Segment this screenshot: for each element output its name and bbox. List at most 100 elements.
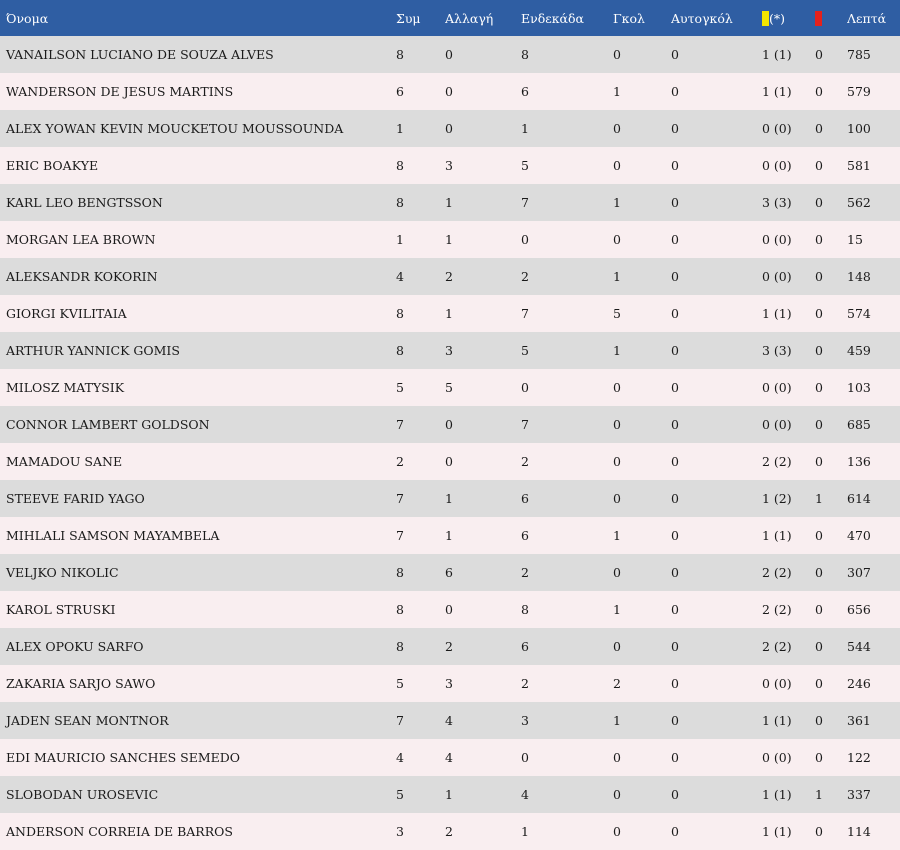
player-goals: 1 — [613, 602, 621, 617]
player-subs: 3 — [445, 343, 453, 358]
table-row[interactable]: EDI MAURICIO SANCHES SEMEDO 4 4 0 0 0 0 (0) 0 12… — [0, 739, 900, 776]
col-header-goals[interactable]: Γκολ — [613, 10, 645, 26]
player-apps: 7 — [396, 713, 404, 728]
player-goals: 1 — [613, 713, 621, 728]
table-row[interactable]: ZAKARIA SARJO SAWO 5 3 2 2 0 0 (0) 0 246 — [0, 665, 900, 702]
player-starts: 0 — [521, 750, 529, 765]
player-name: STEEVE FARID YAGO — [6, 491, 145, 506]
player-goals: 5 — [613, 306, 621, 321]
table-row[interactable]: KARL LEO BENGTSSON 8 1 7 1 0 3 (3) 0 562 — [0, 184, 900, 221]
table-row[interactable]: JADEN SEAN MONTNOR 7 4 3 1 0 1 (1) 0 361 — [0, 702, 900, 739]
player-own-goals: 0 — [671, 824, 679, 839]
table-row[interactable]: KAROL STRUSKI 8 0 8 1 0 2 (2) 0 656 — [0, 591, 900, 628]
player-red-cards: 0 — [815, 639, 823, 654]
player-subs: 2 — [445, 269, 453, 284]
player-minutes: 656 — [847, 602, 871, 617]
player-own-goals: 0 — [671, 232, 679, 247]
player-red-cards: 0 — [815, 676, 823, 691]
player-own-goals: 0 — [671, 306, 679, 321]
player-red-cards: 0 — [815, 528, 823, 543]
table-row[interactable]: GIORGI KVILITAIA 8 1 7 5 0 1 (1) 0 574 — [0, 295, 900, 332]
col-header-starts[interactable]: Ενδεκάδα — [521, 10, 584, 26]
player-minutes: 307 — [847, 565, 871, 580]
player-own-goals: 0 — [671, 121, 679, 136]
player-subs: 1 — [445, 195, 453, 210]
player-starts: 7 — [521, 195, 529, 210]
table-row[interactable]: ALEKSANDR KOKORIN 4 2 2 1 0 0 (0) 0 148 — [0, 258, 900, 295]
table-row[interactable]: ANDERSON CORREIA DE BARROS 3 2 1 0 0 1 (1) 0 114 — [0, 813, 900, 850]
col-header-name[interactable]: Όνομα — [6, 10, 49, 26]
col-header-own-goals[interactable]: Αυτογκόλ — [671, 10, 733, 26]
table-row[interactable]: MORGAN LEA BROWN 1 1 0 0 0 0 (0) 0 15 — [0, 221, 900, 258]
player-apps: 8 — [396, 565, 404, 580]
player-red-cards: 0 — [815, 602, 823, 617]
col-header-yellow-cards[interactable]: (*) — [762, 0, 815, 36]
player-yellow-cards: 2 (2) — [762, 565, 792, 580]
player-red-cards: 1 — [815, 491, 823, 506]
player-apps: 1 — [396, 121, 404, 136]
player-starts: 4 — [521, 787, 529, 802]
player-goals: 0 — [613, 491, 621, 506]
table-row[interactable]: VELJKO NIKOLIC 8 6 2 0 0 2 (2) 0 307 — [0, 554, 900, 591]
player-minutes: 459 — [847, 343, 871, 358]
table-row[interactable]: WANDERSON DE JESUS MARTINS 6 0 6 1 0 1 (1) 0 579 — [0, 73, 900, 110]
player-red-cards: 0 — [815, 565, 823, 580]
table-row[interactable]: ERIC BOAKYE 8 3 5 0 0 0 (0) 0 581 — [0, 147, 900, 184]
player-goals: 0 — [613, 380, 621, 395]
player-minutes: 574 — [847, 306, 871, 321]
player-apps: 7 — [396, 491, 404, 506]
col-header-minutes[interactable]: Λεπτά — [847, 10, 887, 26]
player-own-goals: 0 — [671, 84, 679, 99]
player-yellow-cards: 0 (0) — [762, 417, 792, 432]
player-minutes: 337 — [847, 787, 871, 802]
player-apps: 2 — [396, 454, 404, 469]
player-goals: 0 — [613, 47, 621, 62]
player-red-cards: 0 — [815, 47, 823, 62]
player-name: MAMADOU SANE — [6, 454, 123, 469]
player-name: ALEX YOWAN KEVIN MOUCKETOU MOUSSOUNDA — [6, 121, 344, 136]
table-row[interactable]: VANAILSON LUCIANO DE SOUZA ALVES 8 0 8 0 0 1 (… — [0, 36, 900, 73]
table-row[interactable]: CONNOR LAMBERT GOLDSON 7 0 7 0 0 0 (0) 0 685 — [0, 406, 900, 443]
player-yellow-cards: 0 (0) — [762, 232, 792, 247]
table-row[interactable]: ALEX YOWAN KEVIN MOUCKETOU MOUSSOUNDA 1 0 1… — [0, 110, 900, 147]
player-goals: 2 — [613, 676, 621, 691]
player-name: GIORGI KVILITAIA — [6, 306, 127, 321]
player-subs: 1 — [445, 528, 453, 543]
player-subs: 1 — [445, 232, 453, 247]
player-name: ERIC BOAKYE — [6, 158, 99, 173]
player-subs: 1 — [445, 787, 453, 802]
col-header-subs[interactable]: Αλλαγή — [445, 10, 494, 26]
player-yellow-cards: 1 (1) — [762, 47, 792, 62]
table-row[interactable]: SLOBODAN UROSEVIC 5 1 4 0 0 1 (1) 1 337 — [0, 776, 900, 813]
table-row[interactable]: ALEX OPOKU SARFO 8 2 6 0 0 2 (2) 0 544 — [0, 628, 900, 665]
player-starts: 2 — [521, 676, 529, 691]
col-header-red-cards[interactable] — [815, 0, 847, 36]
player-yellow-cards: 2 (2) — [762, 454, 792, 469]
player-apps: 1 — [396, 232, 404, 247]
player-minutes: 579 — [847, 84, 871, 99]
player-starts: 5 — [521, 158, 529, 173]
player-starts: 7 — [521, 306, 529, 321]
player-goals: 0 — [613, 787, 621, 802]
yellow-card-icon — [762, 10, 769, 26]
player-starts: 1 — [521, 824, 529, 839]
player-yellow-cards: 1 (2) — [762, 491, 792, 506]
player-yellow-cards: 1 (1) — [762, 787, 792, 802]
player-own-goals: 0 — [671, 528, 679, 543]
player-red-cards: 0 — [815, 232, 823, 247]
table-row[interactable]: ARTHUR YANNICK GOMIS 8 3 5 1 0 3 (3) 0 459 — [0, 332, 900, 369]
table-row[interactable]: MAMADOU SANE 2 0 2 0 0 2 (2) 0 136 — [0, 443, 900, 480]
player-goals: 1 — [613, 269, 621, 284]
player-red-cards: 0 — [815, 306, 823, 321]
table-row[interactable]: MIHLALI SAMSON MAYAMBELA 7 1 6 1 0 1 (1) 0 470 — [0, 517, 900, 554]
player-goals: 0 — [613, 750, 621, 765]
col-header-apps[interactable]: Συμ — [396, 10, 421, 26]
player-starts: 0 — [521, 380, 529, 395]
player-red-cards: 0 — [815, 84, 823, 99]
player-minutes: 148 — [847, 269, 871, 284]
table-row[interactable]: STEEVE FARID YAGO 7 1 6 0 0 1 (2) 1 614 — [0, 480, 900, 517]
player-minutes: 122 — [847, 750, 871, 765]
player-yellow-cards: 1 (1) — [762, 306, 792, 321]
player-apps: 8 — [396, 343, 404, 358]
table-row[interactable]: MILOSZ MATYSIK 5 5 0 0 0 0 (0) 0 103 — [0, 369, 900, 406]
